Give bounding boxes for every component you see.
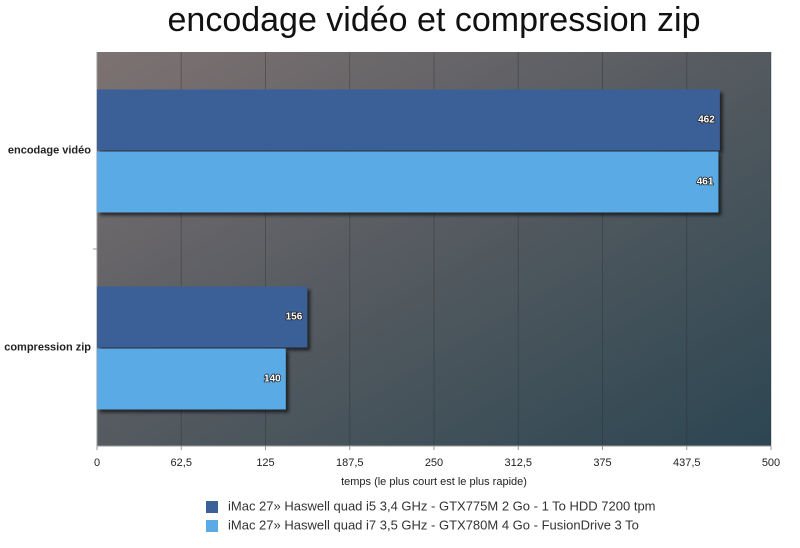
bar: [97, 89, 720, 151]
chart-title: encodage vidéo et compression zip: [168, 1, 701, 39]
value-label: 462: [698, 115, 715, 126]
x-tick-label: 125: [256, 457, 274, 469]
bar: [97, 151, 719, 213]
x-tick-label: 312,5: [504, 457, 532, 469]
legend-label: iMac 27» Haswell quad i7 3,5 GHz - GTX78…: [228, 517, 639, 532]
value-label: 461: [697, 177, 714, 188]
bar: [97, 348, 286, 410]
y-tick-label: encodage vidéo: [8, 144, 91, 156]
x-tick-label: 437,5: [673, 457, 701, 469]
x-tick-label: 500: [762, 457, 780, 469]
x-tick-label: 375: [593, 457, 611, 469]
bar: [97, 286, 308, 348]
x-tick-label: 0: [94, 457, 100, 469]
x-tick-label: 62,5: [171, 457, 192, 469]
legend-swatch: [206, 520, 218, 532]
x-axis-label: temps (le plus court est le plus rapide): [341, 476, 527, 488]
x-tick-label: 187,5: [336, 457, 364, 469]
y-tick-label: compression zip: [4, 341, 91, 353]
legend-label: iMac 27» Haswell quad i5 3,4 GHz - GTX77…: [228, 498, 656, 513]
legend-swatch: [206, 501, 218, 513]
value-label: 156: [286, 312, 303, 323]
x-tick-label: 250: [425, 457, 443, 469]
value-label: 140: [264, 374, 281, 385]
